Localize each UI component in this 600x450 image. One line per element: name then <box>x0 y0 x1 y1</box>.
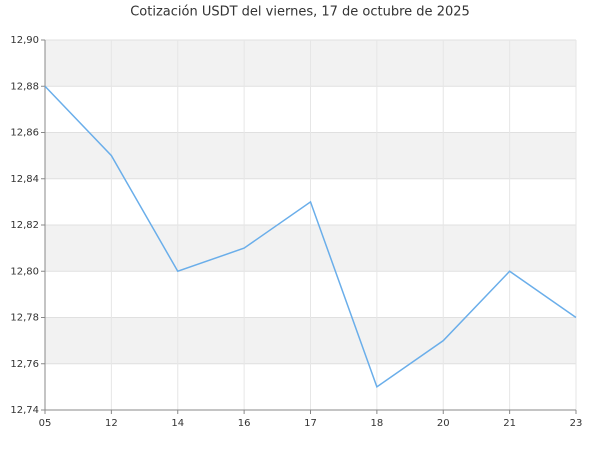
x-tick-label: 21 <box>503 418 516 429</box>
line-series <box>44 85 577 389</box>
y-tick-label: 12,88 <box>10 81 39 92</box>
y-tick-label: 12,82 <box>10 220 39 231</box>
x-tick-label: 23 <box>570 418 583 429</box>
x-tick-label: 12 <box>105 418 118 429</box>
y-tick-label: 12,90 <box>10 35 39 46</box>
y-tick-label: 12,76 <box>10 359 39 370</box>
y-tick-label: 12,84 <box>10 174 39 185</box>
x-tick-label: 14 <box>171 418 184 429</box>
y-tick-label: 12,78 <box>10 313 39 324</box>
y-tick-label: 12,80 <box>10 266 39 277</box>
y-tick-label: 12,74 <box>10 405 39 416</box>
chart-title: Cotización USDT del viernes, 17 de octub… <box>130 5 470 20</box>
x-tick-label: 18 <box>371 418 384 429</box>
x-tick-label: 05 <box>39 418 52 429</box>
x-tick-label: 16 <box>238 418 251 429</box>
x-tick-label: 20 <box>437 418 450 429</box>
y-tick-label: 12,86 <box>10 128 39 139</box>
x-tick-label: 17 <box>304 418 317 429</box>
